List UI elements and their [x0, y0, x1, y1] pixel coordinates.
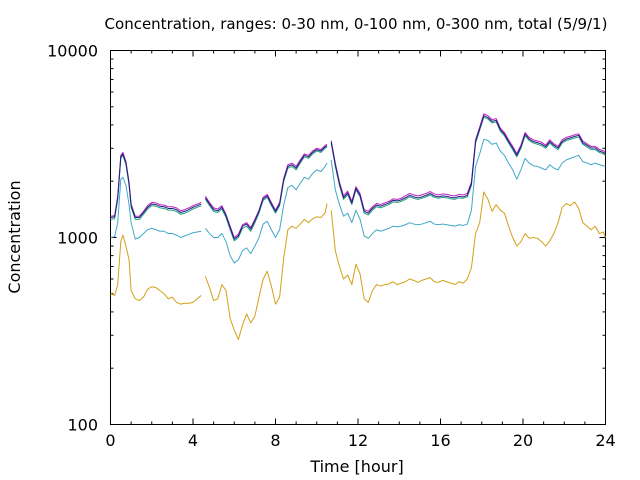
x-axis: 0 4 8 12 16 20 24 — [105, 50, 616, 450]
series-line-4 — [330, 113, 606, 212]
x-axis-label: Time [hour] — [309, 457, 403, 476]
series-line-5 — [330, 115, 606, 214]
x-tick-label: 24 — [595, 431, 615, 450]
series-lines — [110, 113, 606, 340]
y-tick-label: 1000 — [57, 229, 98, 248]
series-line-3 — [330, 116, 606, 216]
series-line-4 — [110, 151, 202, 217]
series-line-2 — [204, 162, 328, 264]
x-tick-label: 0 — [105, 431, 115, 450]
x-tick-label: 12 — [348, 431, 368, 450]
series-line-4 — [204, 143, 328, 238]
chart-title: Concentration, ranges: 0-30 nm, 0-100 nm… — [105, 15, 608, 33]
y-tick-label: 10000 — [47, 42, 98, 61]
series-line-5 — [110, 153, 202, 218]
series-line-3 — [204, 146, 328, 242]
x-tick-label: 4 — [188, 431, 198, 450]
y-axis-label: Concentration — [5, 180, 24, 293]
series-line-1 — [204, 203, 328, 340]
series-line-5 — [204, 145, 328, 240]
series-line-1 — [330, 191, 606, 303]
x-tick-label: 16 — [430, 431, 450, 450]
series-line-1 — [110, 234, 202, 305]
series-line-2 — [330, 138, 606, 239]
x-tick-label: 20 — [513, 431, 533, 450]
series-line-2 — [110, 176, 202, 240]
y-tick-label: 100 — [67, 416, 98, 435]
x-tick-label: 8 — [270, 431, 280, 450]
y-axis: 100 1000 10000 — [47, 42, 606, 435]
